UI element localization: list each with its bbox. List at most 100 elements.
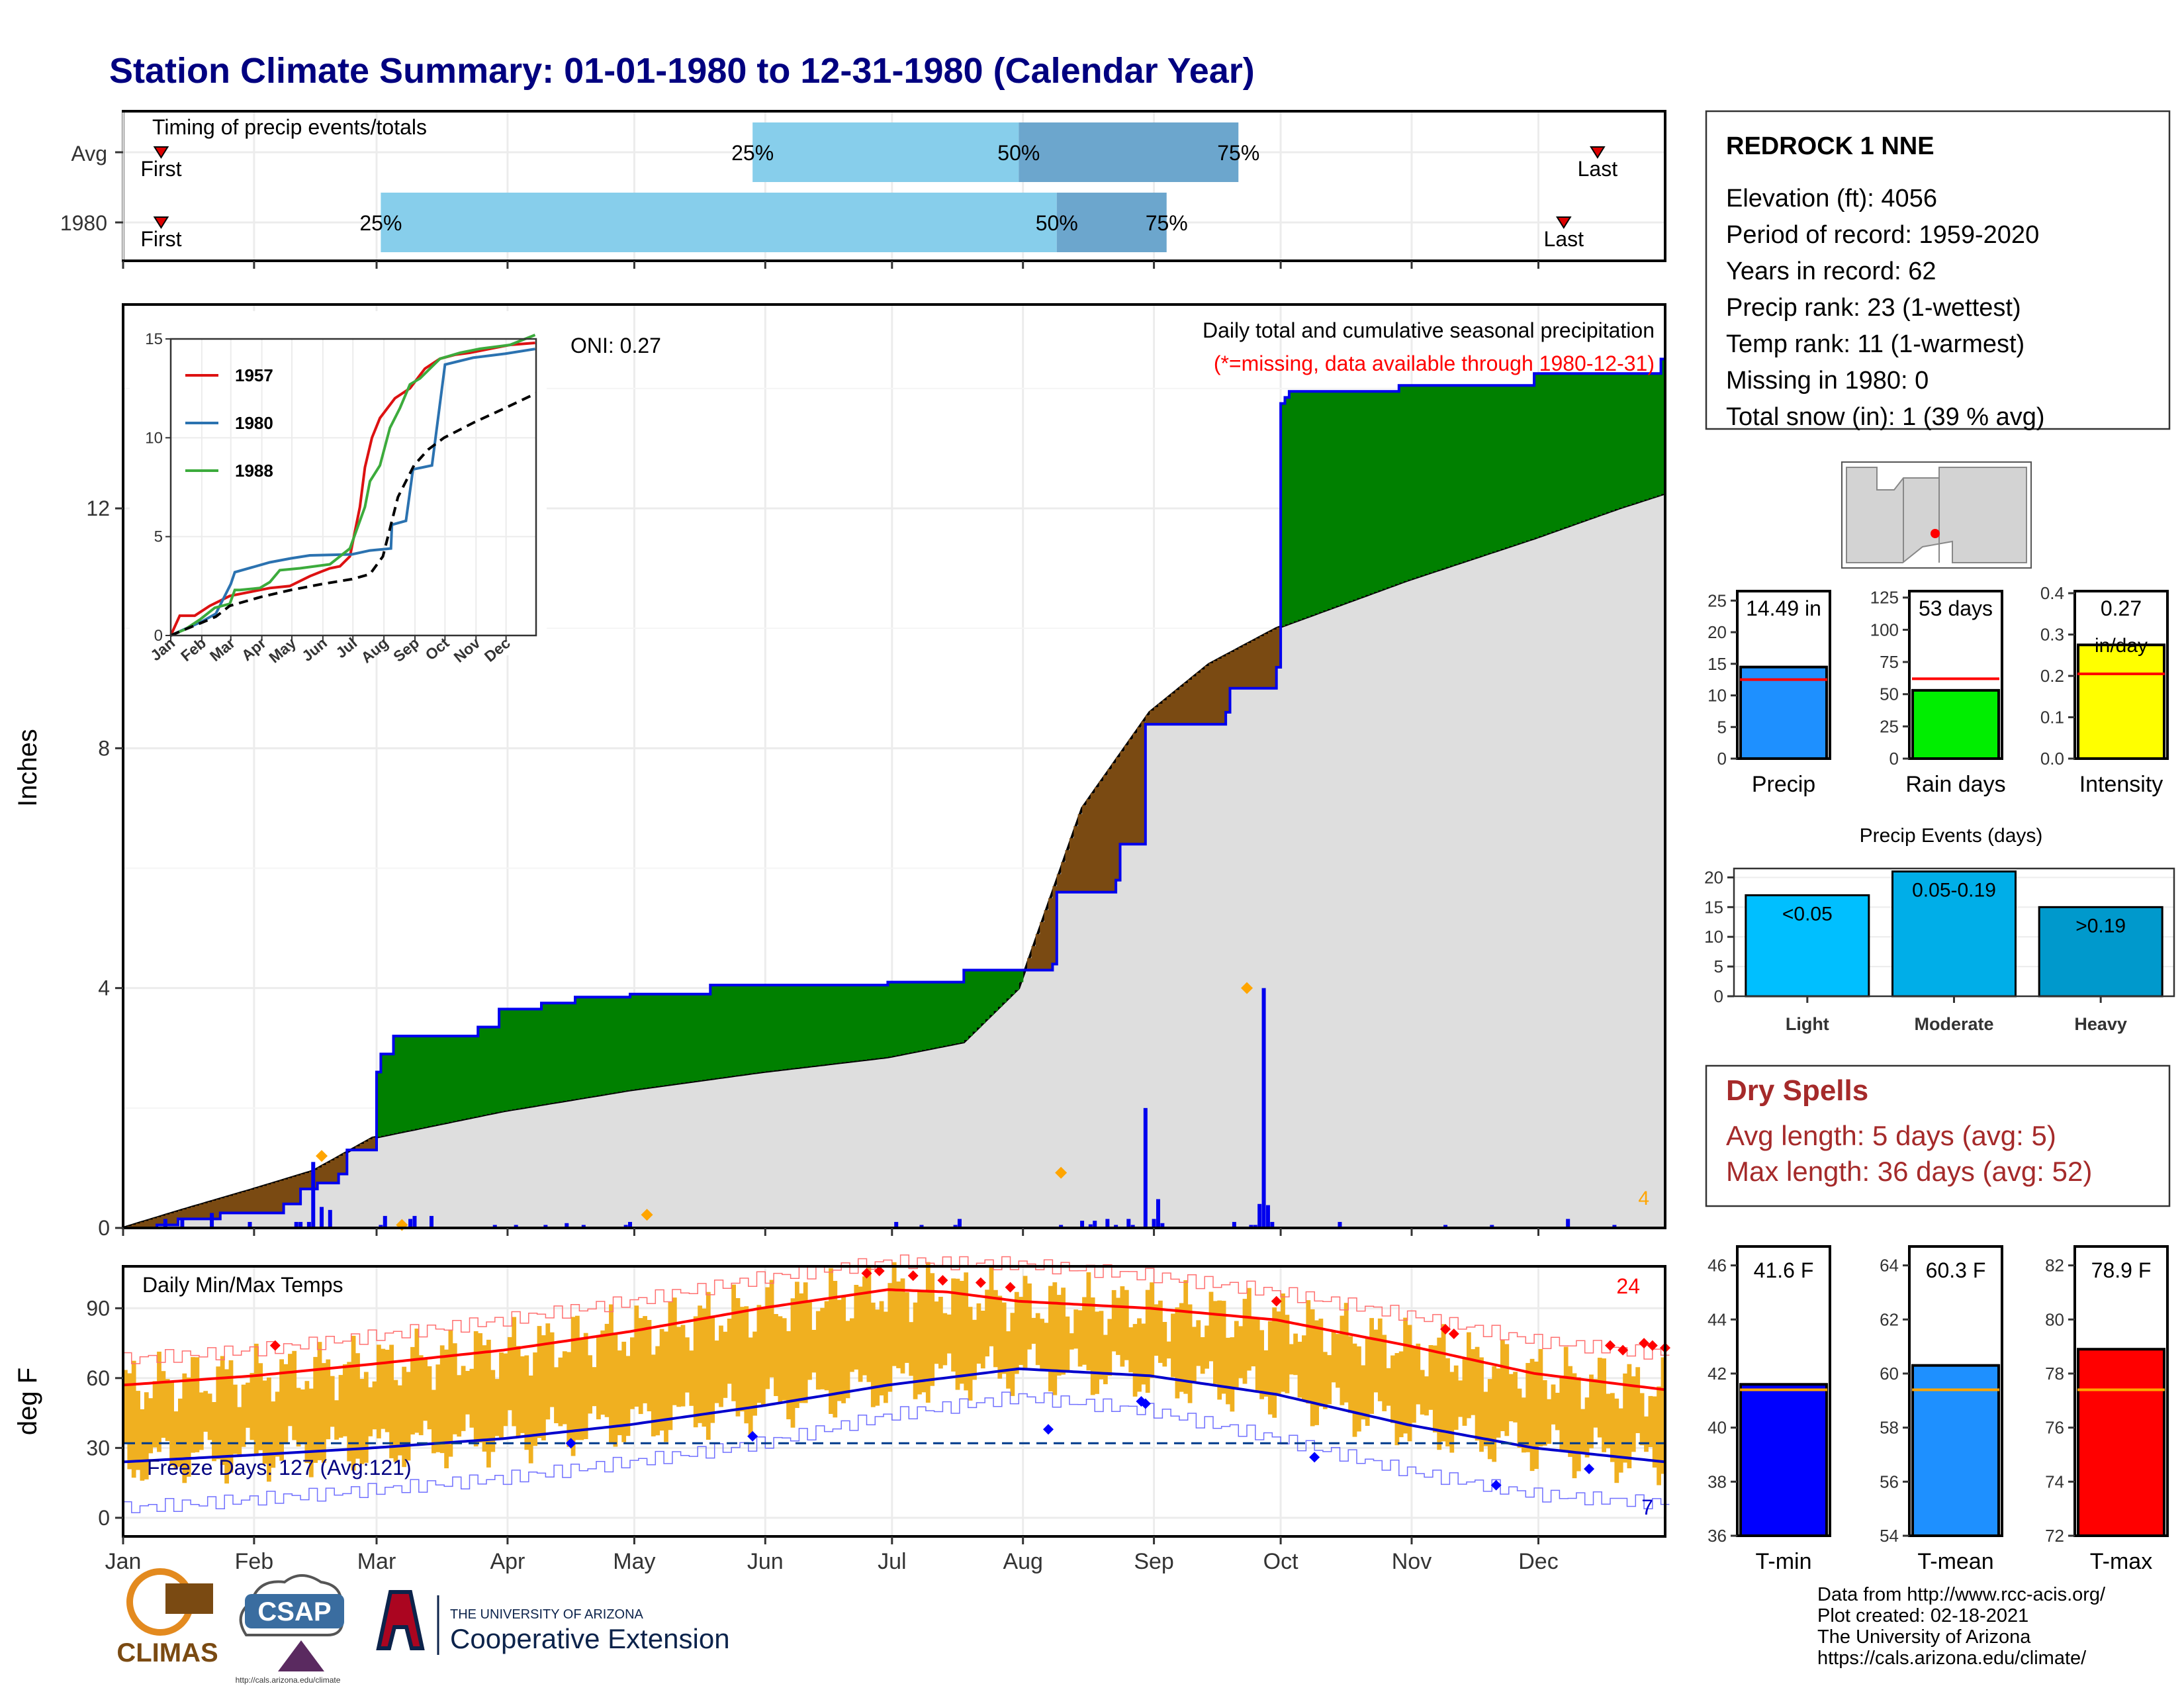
surplus-segment (1289, 391, 1294, 623)
events-y-tick-label: 15 (1704, 897, 1723, 917)
daily-temp-bar (1500, 1339, 1505, 1431)
summary-value-bar (1911, 688, 2000, 761)
deficit-segment (1255, 638, 1260, 688)
events-category-label: Moderate (1914, 1014, 1993, 1034)
surplus-segment (854, 985, 859, 1061)
daily-precip-bar (210, 1213, 214, 1228)
surplus-segment (630, 994, 635, 1090)
daily-temp-bar (909, 1322, 914, 1376)
surplus-segment (486, 1027, 491, 1114)
daily-temp-bar (1128, 1327, 1134, 1373)
daily-temp-bar (157, 1351, 161, 1452)
surplus-segment (1538, 373, 1543, 536)
surplus-segment (406, 1036, 411, 1131)
surplus-segment (1398, 385, 1404, 583)
surplus-segment (1416, 385, 1421, 577)
surplus-segment (1331, 391, 1336, 608)
summary-y-tick-label: 64 (1880, 1256, 1899, 1276)
first-event-marker (153, 216, 169, 229)
station-name: REDROCK 1 NNE (1726, 132, 1934, 160)
dry-spells-box: Dry Spells Avg length: 5 days (avg: 5) M… (1705, 1064, 2171, 1207)
summary-y-tick-label: 0.0 (2040, 749, 2064, 769)
deficit-segment (228, 1196, 234, 1213)
deficit-segment (296, 1175, 301, 1204)
surplus-segment (989, 970, 994, 1015)
surplus-segment (1445, 385, 1451, 567)
deficit-segment (279, 1180, 285, 1213)
daily-temp-bar (1035, 1313, 1040, 1366)
daily-temp-bar (1589, 1374, 1594, 1448)
daily-precip-bar (383, 1215, 387, 1228)
deficit-segment (1027, 958, 1032, 970)
deficit-segment (1263, 633, 1269, 688)
extreme-precip-marker (1241, 982, 1253, 994)
surplus-segment (503, 1009, 508, 1111)
daily-temp-bar (148, 1398, 154, 1454)
surplus-segment (1483, 385, 1488, 555)
csap-mountain (278, 1640, 324, 1671)
deficit-segment (178, 1210, 183, 1219)
surplus-segment (558, 1003, 563, 1102)
surplus-segment (1657, 373, 1662, 496)
deficit-segment (1221, 656, 1226, 725)
deficit-segment (1141, 721, 1146, 845)
surplus-segment (1437, 385, 1442, 570)
daily-temp-bar (1487, 1379, 1492, 1460)
surplus-segment (567, 1003, 572, 1100)
deficit-segment (1238, 647, 1244, 688)
daily-temp-bar (545, 1323, 551, 1420)
temp-x-tick-label: Dec (1518, 1549, 1558, 1574)
daily-temp-bar (1538, 1348, 1543, 1446)
summary-panel-intensity: 0.0 0.1 0.2 0.3 0.4 0.27 in/day Intensity (2040, 583, 2169, 797)
daily-temp-bar (841, 1296, 846, 1403)
surplus-segment (1014, 970, 1019, 990)
daily-temp-bar (461, 1366, 466, 1431)
daily-temp-bar (1306, 1300, 1311, 1404)
daily-temp-bar (169, 1381, 174, 1466)
surplus-segment (1551, 373, 1556, 532)
surplus-segment (811, 985, 817, 1066)
events-y-tick-label: 20 (1704, 867, 1723, 887)
surplus-segment (1394, 391, 1400, 585)
summary-value-bar (2077, 1348, 2165, 1538)
daily-temp-bar (233, 1384, 238, 1454)
surplus-segment (600, 997, 606, 1095)
daily-temp-bar (186, 1378, 191, 1477)
daily-temp-bar (613, 1333, 618, 1447)
daily-temp-bar (896, 1281, 901, 1368)
daily-temp-bar (1217, 1300, 1222, 1400)
surplus-segment (917, 982, 923, 1051)
precip-y-tick-label: 8 (98, 736, 110, 760)
deficit-segment (207, 1201, 212, 1219)
surplus-segment (1471, 385, 1476, 559)
daily-temp-bar (1361, 1365, 1366, 1420)
deficit-segment (304, 1172, 310, 1190)
surplus-segment (499, 1009, 504, 1112)
normal-tmin-line (122, 1367, 1666, 1464)
surplus-segment (621, 997, 627, 1092)
surplus-segment (1555, 373, 1560, 530)
surplus-segment (1568, 373, 1573, 526)
summary-value-label: 41.6 F (1754, 1258, 1814, 1282)
daily-precip-bar (1265, 1205, 1270, 1228)
daily-temp-bar (1056, 1295, 1062, 1376)
deficit-segment (322, 1165, 326, 1183)
temp-x-tick-label: Jul (878, 1549, 906, 1574)
surplus-segment (1377, 391, 1383, 590)
normal-tmax-line (122, 1288, 1666, 1391)
record-high-marker (874, 1266, 885, 1277)
surplus-segment (465, 1036, 471, 1119)
surplus-segment (976, 970, 981, 1028)
temp-x-tick-label: Sep (1134, 1549, 1174, 1574)
summary-value-label: 78.9 F (2091, 1258, 2152, 1282)
temp-panel-t-mean: 54 56 58 60 62 64 60.3 F T-mean (1880, 1245, 2003, 1574)
record-low-marker (565, 1438, 576, 1449)
deficit-segment (1251, 640, 1256, 688)
daily-precip-bar (1143, 1107, 1148, 1228)
surplus-segment (689, 994, 694, 1082)
summary-panel-name: T-min (1756, 1549, 1812, 1574)
surplus-segment (807, 985, 813, 1066)
daily-temp-bar (1593, 1379, 1598, 1428)
surplus-segment (1314, 391, 1320, 614)
precip-subtitle: (*=missing, data available through 1980-… (1214, 352, 1655, 375)
